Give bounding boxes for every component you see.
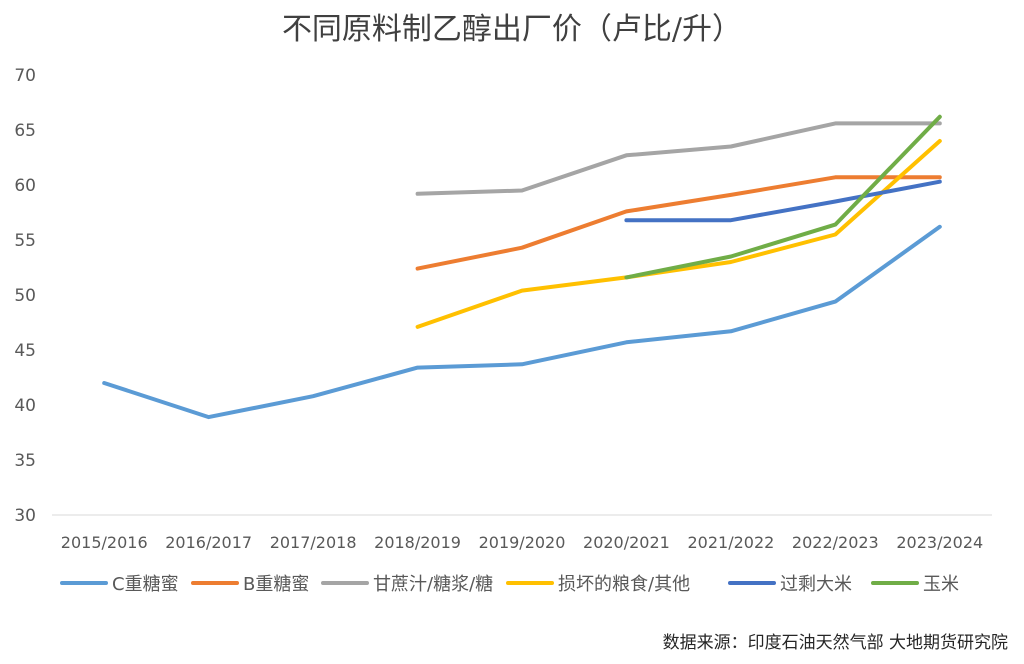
x-tick-label: 2018/2019 [374, 533, 461, 552]
x-tick-label: 2017/2018 [270, 533, 357, 552]
series-line-3 [415, 121, 942, 196]
y-axis-ticks: 30 35 40 45 50 55 60 65 70 [14, 66, 36, 526]
x-tick-label: 2019/2020 [479, 533, 566, 552]
series-line-2 [415, 175, 942, 271]
legend: C重糖蜜 B重糖蜜 甘蔗汁/糖浆/糖 损坏的粮食/其他 过剩大米 玉米 [60, 574, 959, 595]
x-axis-ticks: 2015/2016 2016/2017 2017/2018 2018/2019 2019… [61, 533, 983, 552]
legend-label: C重糖蜜 [112, 574, 179, 595]
x-tick-label: 2015/2016 [61, 533, 148, 552]
x-tick-label: 2021/2022 [687, 533, 774, 552]
legend-label: B重糖蜜 [243, 574, 309, 595]
source-note: 数据来源：印度石油天然气部 大地期货研究院 [662, 633, 1008, 653]
y-tick-label: 40 [14, 396, 36, 416]
legend-label: 甘蔗汁/糖浆/糖 [373, 574, 493, 595]
y-tick-label: 65 [14, 121, 36, 141]
series-line-1 [102, 224, 942, 420]
series-lines [102, 114, 942, 420]
series-line-5 [624, 179, 942, 223]
x-tick-label: 2023/2024 [896, 533, 983, 552]
x-tick-label: 2016/2017 [165, 533, 252, 552]
legend-label: 损坏的粮食/其他 [558, 574, 690, 595]
y-tick-label: 30 [14, 506, 36, 526]
y-tick-label: 70 [14, 66, 36, 86]
y-tick-label: 35 [14, 451, 36, 471]
series-line-4 [415, 139, 942, 329]
legend-label: 玉米 [923, 574, 959, 595]
y-tick-label: 55 [14, 231, 36, 251]
y-tick-label: 60 [14, 176, 36, 196]
series-line-6 [624, 114, 942, 280]
legend-label: 过剩大米 [780, 574, 852, 595]
y-tick-label: 45 [14, 341, 36, 361]
x-tick-label: 2022/2023 [792, 533, 879, 552]
y-tick-label: 50 [14, 286, 36, 306]
x-tick-label: 2020/2021 [583, 533, 670, 552]
chart-title: 不同原料制乙醇出厂价（卢比/升） [281, 12, 743, 47]
